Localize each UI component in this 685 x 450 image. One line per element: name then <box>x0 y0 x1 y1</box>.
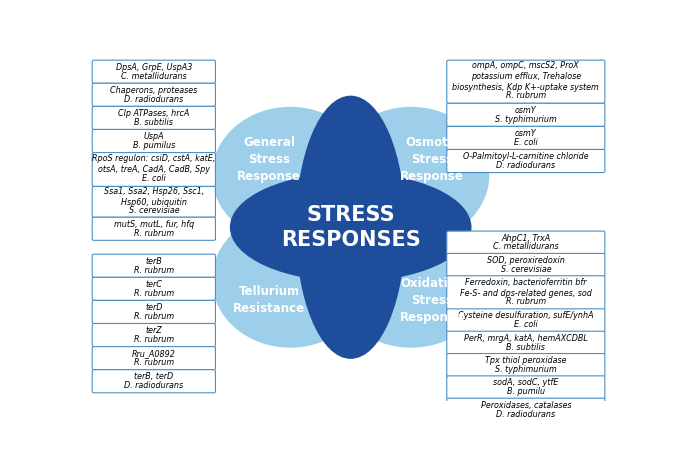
FancyBboxPatch shape <box>447 398 605 421</box>
Text: R. rubrum: R. rubrum <box>506 91 546 100</box>
Ellipse shape <box>231 173 471 281</box>
Text: sodA, sodC, ytfE: sodA, sodC, ytfE <box>493 378 558 387</box>
Text: terZ: terZ <box>145 326 162 335</box>
Text: R. rubrum: R. rubrum <box>134 266 174 274</box>
Text: B. subtilis: B. subtilis <box>506 342 545 351</box>
FancyBboxPatch shape <box>92 254 216 277</box>
Text: ompA, ompC, mscS2, ProX
potassium efflux, Trehalose
biosynthesis, Kdp K+-uptake : ompA, ompC, mscS2, ProX potassium efflux… <box>453 61 599 92</box>
Text: Osmotic
Stress
Response: Osmotic Stress Response <box>400 136 464 183</box>
Text: osmY: osmY <box>515 106 536 115</box>
Text: DpsA, GrpE, UspA3: DpsA, GrpE, UspA3 <box>116 63 192 72</box>
Text: R. rubrum: R. rubrum <box>134 335 174 344</box>
Text: B. subtilis: B. subtilis <box>134 118 173 127</box>
Text: B. pumilu: B. pumilu <box>507 387 545 396</box>
Text: S. cerevisiae: S. cerevisiae <box>501 265 551 274</box>
FancyBboxPatch shape <box>447 126 605 149</box>
Text: S. typhimurium: S. typhimurium <box>495 115 557 124</box>
Text: R. rubrum: R. rubrum <box>506 297 546 306</box>
FancyBboxPatch shape <box>447 354 605 377</box>
Text: R. rubrum: R. rubrum <box>134 312 174 321</box>
FancyBboxPatch shape <box>447 309 605 332</box>
Text: S. cerevisiae: S. cerevisiae <box>129 206 179 215</box>
Text: Tellurium
Resistance: Tellurium Resistance <box>233 285 306 315</box>
Text: R. rubrum: R. rubrum <box>134 289 174 298</box>
FancyBboxPatch shape <box>92 217 216 240</box>
Text: E. coli: E. coli <box>514 320 538 329</box>
Text: C. metallidurans: C. metallidurans <box>493 243 559 252</box>
FancyBboxPatch shape <box>92 60 216 83</box>
Text: O-Palmitoyl-L-carnitine chloride: O-Palmitoyl-L-carnitine chloride <box>463 152 588 161</box>
Ellipse shape <box>334 108 488 242</box>
Text: Oxidative
Stress
Response: Oxidative Stress Response <box>400 277 464 324</box>
Text: D. radiodurans: D. radiodurans <box>124 381 184 390</box>
Text: terB: terB <box>145 257 162 266</box>
Text: Chaperons, proteases: Chaperons, proteases <box>110 86 197 95</box>
FancyBboxPatch shape <box>92 346 216 370</box>
Text: Clp ATPases, hrcA: Clp ATPases, hrcA <box>118 109 190 118</box>
FancyBboxPatch shape <box>447 253 605 277</box>
FancyBboxPatch shape <box>92 106 216 130</box>
Text: mutS, mutL, fur, hfq: mutS, mutL, fur, hfq <box>114 220 194 229</box>
Ellipse shape <box>213 212 368 347</box>
Text: D. radiodurans: D. radiodurans <box>124 94 184 104</box>
FancyBboxPatch shape <box>447 149 605 173</box>
FancyBboxPatch shape <box>447 331 605 354</box>
Text: D. radiodurans: D. radiodurans <box>496 410 556 418</box>
Text: osmY: osmY <box>515 129 536 138</box>
Text: STRESS: STRESS <box>306 205 395 225</box>
Text: R. rubrum: R. rubrum <box>134 229 174 238</box>
Text: C. metallidurans: C. metallidurans <box>121 72 186 81</box>
Text: AhpC1, TrxA: AhpC1, TrxA <box>501 234 551 243</box>
Text: terD: terD <box>145 303 162 312</box>
FancyBboxPatch shape <box>92 83 216 106</box>
FancyBboxPatch shape <box>447 104 605 126</box>
Text: D. radiodurans: D. radiodurans <box>496 161 556 170</box>
FancyBboxPatch shape <box>92 301 216 324</box>
Ellipse shape <box>334 212 488 347</box>
Text: SOD, peroxiredoxin: SOD, peroxiredoxin <box>487 256 564 265</box>
FancyBboxPatch shape <box>92 153 216 186</box>
FancyBboxPatch shape <box>92 277 216 301</box>
FancyBboxPatch shape <box>447 376 605 399</box>
Text: RESPONSES: RESPONSES <box>281 230 421 250</box>
FancyBboxPatch shape <box>92 324 216 347</box>
Text: terB, terD: terB, terD <box>134 372 173 381</box>
Text: General
Stress
Response: General Stress Response <box>238 136 301 183</box>
FancyBboxPatch shape <box>447 60 605 104</box>
FancyBboxPatch shape <box>447 231 605 254</box>
Text: Tpx thiol peroxidase: Tpx thiol peroxidase <box>485 356 566 365</box>
Text: Ssa1, Ssa2, Hsp26, Ssc1,
Hsp60, ubiquitin: Ssa1, Ssa2, Hsp26, Ssc1, Hsp60, ubiquiti… <box>103 187 204 207</box>
Text: RpoS regulon: csiD, cstA, katE,
otsA, treA, CadA, CadB, Spy: RpoS regulon: csiD, cstA, katE, otsA, tr… <box>92 154 216 175</box>
Text: E. coli: E. coli <box>142 174 166 183</box>
Text: B. pumilus: B. pumilus <box>133 141 175 150</box>
Text: PerR, mrgA, katA, hemAXCDBL: PerR, mrgA, katA, hemAXCDBL <box>464 334 588 343</box>
FancyBboxPatch shape <box>447 276 605 310</box>
Text: UspA: UspA <box>144 132 164 141</box>
Text: Peroxidases, catalases: Peroxidases, catalases <box>481 401 571 410</box>
Text: S. typhimurium: S. typhimurium <box>495 365 557 374</box>
Ellipse shape <box>297 96 405 358</box>
Text: Cysteine desulfuration, sufE/ynhA: Cysteine desulfuration, sufE/ynhA <box>458 311 594 320</box>
FancyBboxPatch shape <box>92 130 216 153</box>
FancyBboxPatch shape <box>92 186 216 217</box>
Text: Rru_A0892: Rru_A0892 <box>132 349 176 358</box>
Text: R. rubrum: R. rubrum <box>134 358 174 367</box>
Text: E. coli: E. coli <box>514 138 538 147</box>
FancyBboxPatch shape <box>92 370 216 393</box>
Text: Ferredoxin, bacterioferritin bfr
Fe-S- and dps-related genes, sod: Ferredoxin, bacterioferritin bfr Fe-S- a… <box>460 278 592 298</box>
Ellipse shape <box>213 108 368 242</box>
Text: terC: terC <box>145 280 162 289</box>
